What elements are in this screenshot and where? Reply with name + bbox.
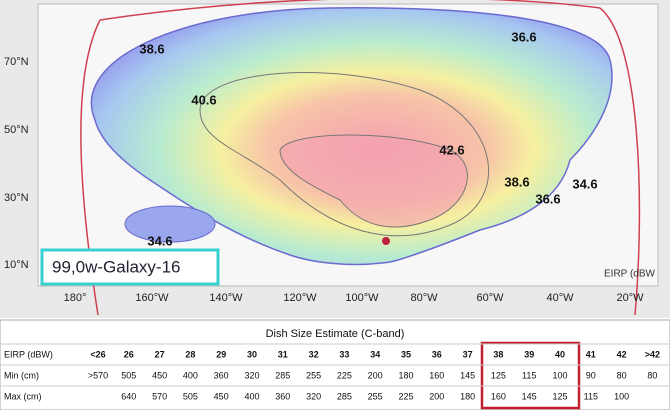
contour-label: 36.6 — [511, 29, 536, 44]
contour-label: 34.6 — [147, 233, 172, 248]
table-cell: 320 — [306, 391, 321, 401]
table-cell: 505 — [121, 370, 136, 380]
latitude-label: 70°N — [4, 56, 29, 68]
table-cell: 28 — [185, 349, 195, 359]
marker — [382, 237, 390, 245]
longitude-label: 40°W — [546, 292, 574, 304]
longitude-label: 140°W — [209, 292, 243, 304]
table-cell: 100 — [614, 391, 629, 401]
contour — [199, 72, 490, 237]
table-cell: 360 — [214, 370, 229, 380]
table-cell: 37 — [463, 349, 473, 359]
table-cell: 40 — [555, 349, 565, 359]
table-cell: 33 — [339, 349, 349, 359]
table-cell: 30 — [247, 349, 257, 359]
table-cell: 450 — [214, 391, 229, 401]
row-header: Min (cm) — [4, 370, 39, 380]
table-cell: 200 — [368, 370, 383, 380]
latitude-label: 10°N — [4, 259, 29, 271]
longitude-label: 100°W — [345, 292, 379, 304]
table-cell: 255 — [306, 370, 321, 380]
longitude-label: 120°W — [283, 292, 317, 304]
contour-label: 34.6 — [572, 176, 597, 191]
table-cell: 42 — [617, 349, 627, 359]
contour-label: 40.6 — [191, 92, 216, 107]
table-cell: 27 — [155, 349, 165, 359]
latitude-label: 50°N — [4, 124, 29, 136]
table-cell: 570 — [152, 391, 167, 401]
table-cell: 29 — [216, 349, 226, 359]
table-cell: >570 — [88, 370, 108, 380]
contour-label: 38.6 — [504, 174, 529, 189]
satellite-name: 99,0w-Galaxy-16 — [52, 257, 181, 276]
table-cell: 36 — [432, 349, 442, 359]
coverage-island — [124, 205, 216, 243]
table-cell: >42 — [645, 349, 660, 359]
table-cell: 26 — [124, 349, 134, 359]
legend-label: EIRP (dBW — [604, 269, 655, 280]
contour-label: 38.6 — [139, 41, 164, 56]
table-cell: 125 — [552, 391, 567, 401]
table-cell: 32 — [309, 349, 319, 359]
table-cell: 90 — [586, 370, 596, 380]
table-cell: 200 — [429, 391, 444, 401]
table-cell: 145 — [522, 391, 537, 401]
table-cell: 360 — [275, 391, 290, 401]
visibility-limit — [99, 0, 601, 21]
table-cell: 115 — [584, 391, 598, 401]
row-header: Max (cm) — [4, 391, 42, 401]
table-cell: 320 — [244, 370, 259, 380]
table-cell: 180 — [460, 391, 475, 401]
table-cell: 100 — [552, 370, 567, 380]
table-cell: 80 — [617, 370, 627, 380]
table-cell: 39 — [524, 349, 534, 359]
table-cell: 145 — [460, 370, 475, 380]
table-cell: 400 — [244, 391, 259, 401]
table-cell: 34 — [370, 349, 380, 359]
table-title: Dish Size Estimate (C-band) — [266, 328, 405, 340]
table-cell: <26 — [90, 349, 105, 359]
table-cell: 35 — [401, 349, 411, 359]
table-cell: 450 — [152, 370, 167, 380]
table-cell: 400 — [183, 370, 198, 380]
table-cell: 255 — [368, 391, 383, 401]
longitude-label: 60°W — [476, 292, 504, 304]
table-cell: 38 — [493, 349, 503, 359]
longitude-label: 160°W — [135, 292, 169, 304]
table-cell: 125 — [491, 370, 506, 380]
table-cell: 180 — [398, 370, 413, 380]
table-cell: 505 — [183, 391, 198, 401]
table-cell: 160 — [491, 391, 506, 401]
highlight-box — [480, 341, 581, 410]
longitude-label: 20°W — [616, 292, 644, 304]
satellite-box — [40, 248, 220, 286]
contour-label: 36.6 — [535, 191, 560, 206]
longitude-label: 80°W — [410, 292, 438, 304]
latitude-label: 30°N — [4, 192, 29, 204]
table-cell: 225 — [337, 370, 352, 380]
table-cell: 31 — [278, 349, 288, 359]
table-cell: 41 — [586, 349, 596, 359]
row-header: EIRP (dBW) — [4, 349, 53, 359]
contour-label: 42.6 — [439, 142, 464, 157]
table-cell: 115 — [522, 370, 536, 380]
table-cell: 285 — [337, 391, 352, 401]
table-cell: 160 — [429, 370, 444, 380]
longitude-label: 180° — [64, 292, 87, 304]
table-cell: 285 — [275, 370, 290, 380]
table-cell: 80 — [647, 370, 657, 380]
contour — [279, 134, 468, 228]
table-cell: 225 — [398, 391, 413, 401]
table-cell: 640 — [121, 391, 136, 401]
